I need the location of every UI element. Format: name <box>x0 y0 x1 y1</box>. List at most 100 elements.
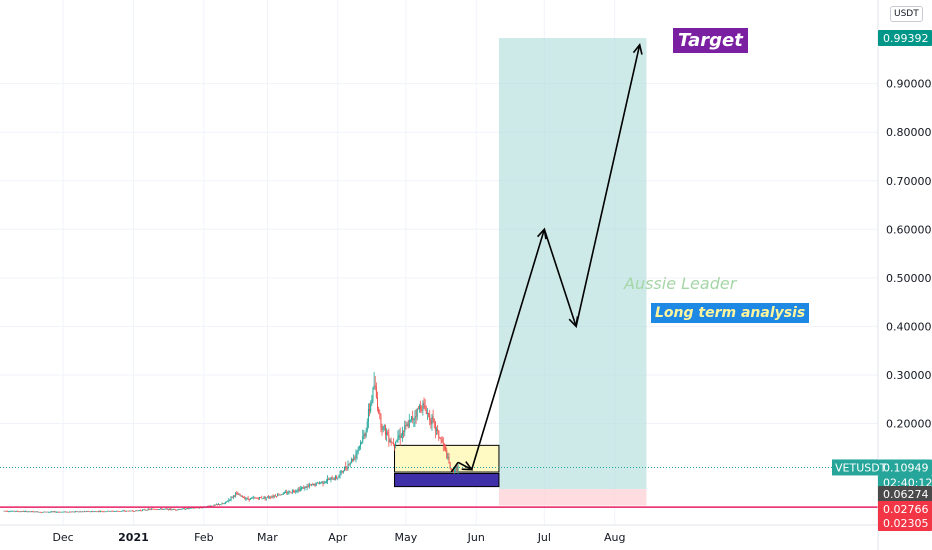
candle-body <box>273 495 275 497</box>
candle-body <box>127 510 129 512</box>
candle-body <box>184 508 186 510</box>
candle-body <box>262 498 264 499</box>
candle-body <box>59 511 61 513</box>
current-price-tag: 0.10949 <box>883 461 929 474</box>
candle-body <box>154 509 156 510</box>
candle-body <box>373 385 375 388</box>
candle-body <box>229 499 231 501</box>
candle-body <box>416 408 418 417</box>
candle-body <box>144 509 146 511</box>
candle-body <box>110 510 112 512</box>
arrow-head <box>632 43 643 55</box>
candle-body <box>282 492 284 495</box>
candle-body <box>280 494 282 496</box>
candle-body <box>330 477 332 479</box>
candle-body <box>438 430 440 438</box>
candle-body <box>85 511 87 513</box>
candle-body <box>222 503 224 505</box>
candle-body <box>81 511 83 513</box>
candle-body <box>226 501 228 503</box>
profit-zone <box>498 38 647 490</box>
candle-body <box>437 429 439 431</box>
candle-body <box>303 487 305 489</box>
candle-body <box>415 416 417 417</box>
target-price-tag: 0.99392 <box>883 32 929 45</box>
candle-body <box>212 505 214 507</box>
candle-body <box>285 492 287 493</box>
candle-body <box>136 510 138 512</box>
candle-body <box>277 494 279 497</box>
candle-body <box>389 440 391 443</box>
candle-body <box>439 437 441 439</box>
candle-body <box>93 511 95 513</box>
candle-body <box>66 511 68 513</box>
candle-body <box>425 409 427 415</box>
currency-button[interactable]: USDT <box>890 6 923 22</box>
candle-body <box>422 403 424 411</box>
candle-body <box>283 492 285 494</box>
candle-body <box>398 435 400 438</box>
candle-body <box>344 466 346 472</box>
candle-body <box>317 482 319 484</box>
candle-body <box>137 510 139 512</box>
candle-body <box>18 511 20 513</box>
candle-body <box>211 505 213 507</box>
candle-body <box>95 511 97 513</box>
candle-body <box>456 466 458 471</box>
candle-body <box>48 511 50 513</box>
price-tags: 0.993920.1094902:40:120.062740.027660.02… <box>832 30 932 531</box>
candle-body <box>46 511 48 513</box>
long-term-analysis-annotation: Long term analysis <box>651 303 810 323</box>
candle-body <box>248 498 250 500</box>
candle-body <box>337 477 339 479</box>
candle-body <box>421 409 423 411</box>
candle-body <box>336 476 338 479</box>
candle-body <box>194 507 196 509</box>
candle-body <box>135 510 137 512</box>
candle-body <box>19 511 21 513</box>
candle-body <box>240 495 242 497</box>
candle-body <box>75 511 77 512</box>
candle-body <box>413 419 415 420</box>
candle-body <box>224 501 226 504</box>
candle-body <box>186 508 188 510</box>
candle-body <box>102 511 104 513</box>
candle-body <box>101 511 103 512</box>
candle-body <box>321 481 323 483</box>
candle-body <box>429 414 431 421</box>
candle-body <box>147 508 149 511</box>
candle-body <box>167 508 169 510</box>
x-tick-label: Aug <box>604 531 625 544</box>
candle-body <box>264 497 266 499</box>
candle-body <box>86 511 88 512</box>
candle-body <box>446 450 448 459</box>
candle-body <box>27 511 29 513</box>
candle-body <box>130 510 132 512</box>
candle-body <box>296 490 298 492</box>
candle-body <box>397 437 399 440</box>
candle-body <box>406 424 408 427</box>
candle-body <box>298 488 300 491</box>
candle-body <box>383 425 385 427</box>
candle-body <box>177 509 179 511</box>
candle-body <box>35 511 37 513</box>
candle-body <box>327 478 329 482</box>
candle-body <box>433 419 435 422</box>
candle-body <box>188 508 190 509</box>
candle-body <box>268 496 270 498</box>
candle-body <box>117 510 119 512</box>
candle-body <box>140 510 142 512</box>
candle-body <box>331 477 333 480</box>
candle-body <box>162 509 164 510</box>
candle-body <box>178 509 180 511</box>
candle-body <box>142 509 144 511</box>
candle-body <box>378 408 380 413</box>
candle-body <box>231 496 233 498</box>
candle-body <box>5 510 7 512</box>
candle-body <box>165 508 167 510</box>
candle-body <box>382 426 384 430</box>
candle-body <box>145 509 147 511</box>
candle-body <box>112 510 114 512</box>
candle-body <box>173 509 175 510</box>
